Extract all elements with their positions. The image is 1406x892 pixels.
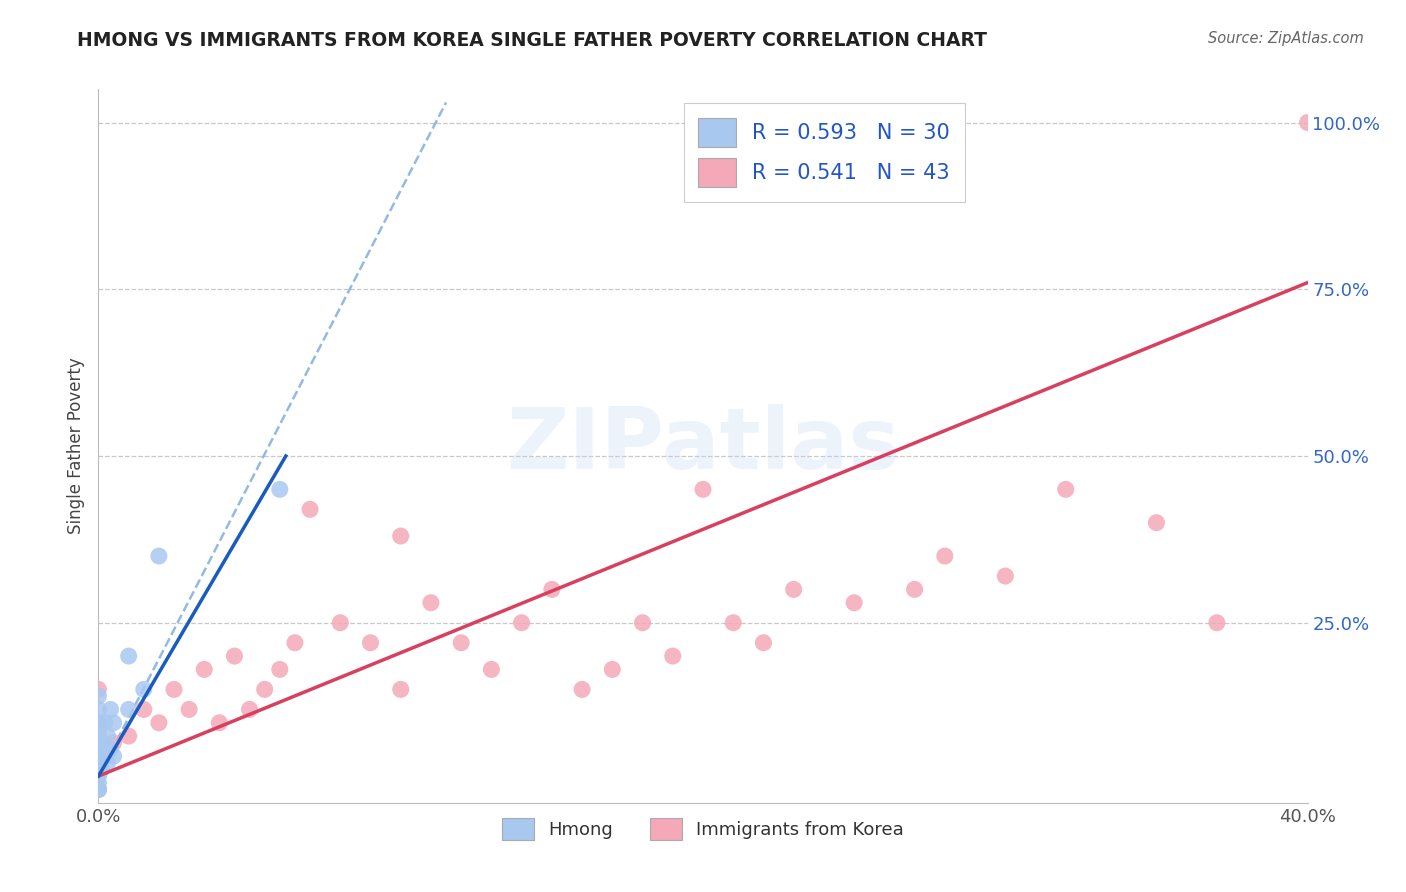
Point	[1144, 516, 1167, 530]
Point	[844, 596, 866, 610]
Point	[103, 715, 125, 730]
Point	[269, 662, 291, 676]
Point	[179, 702, 201, 716]
Point	[96, 756, 118, 770]
Point	[450, 636, 472, 650]
Point	[148, 549, 170, 563]
Text: Source: ZipAtlas.com: Source: ZipAtlas.com	[1208, 31, 1364, 46]
Text: HMONG VS IMMIGRANTS FROM KOREA SINGLE FATHER POVERTY CORRELATION CHART: HMONG VS IMMIGRANTS FROM KOREA SINGLE FA…	[77, 31, 987, 50]
Point	[87, 763, 110, 777]
Point	[360, 636, 382, 650]
Point	[87, 689, 110, 703]
Point	[103, 736, 125, 750]
Point	[783, 582, 806, 597]
Point	[87, 715, 110, 730]
Point	[87, 776, 110, 790]
Point	[87, 749, 110, 764]
Point	[87, 682, 110, 697]
Point	[100, 702, 122, 716]
Point	[661, 649, 683, 664]
Point	[93, 715, 115, 730]
Point	[904, 582, 927, 597]
Point	[540, 582, 562, 597]
Point	[1206, 615, 1229, 630]
Point	[602, 662, 624, 676]
Point	[87, 736, 110, 750]
Point	[510, 615, 533, 630]
Point	[93, 749, 115, 764]
Point	[87, 742, 110, 756]
Point	[752, 636, 775, 650]
Point	[934, 549, 956, 563]
Text: ZIPatlas: ZIPatlas	[506, 404, 900, 488]
Point	[87, 756, 110, 770]
Point	[481, 662, 503, 676]
Point	[87, 729, 110, 743]
Point	[692, 483, 714, 497]
Point	[1296, 115, 1319, 129]
Point	[723, 615, 745, 630]
Point	[87, 782, 110, 797]
Point	[1054, 483, 1077, 497]
Point	[100, 742, 122, 756]
Point	[87, 715, 110, 730]
Point	[87, 782, 110, 797]
Point	[132, 682, 155, 697]
Point	[118, 729, 141, 743]
Point	[269, 483, 291, 497]
Legend: Hmong, Immigrants from Korea: Hmong, Immigrants from Korea	[495, 811, 911, 847]
Point	[87, 702, 110, 716]
Point	[208, 715, 231, 730]
Point	[253, 682, 276, 697]
Point	[103, 749, 125, 764]
Point	[132, 702, 155, 716]
Y-axis label: Single Father Poverty: Single Father Poverty	[66, 358, 84, 534]
Point	[90, 763, 112, 777]
Point	[118, 649, 141, 664]
Point	[87, 749, 110, 764]
Point	[87, 769, 110, 783]
Point	[87, 782, 110, 797]
Point	[389, 682, 412, 697]
Point	[193, 662, 215, 676]
Point	[163, 682, 186, 697]
Point	[87, 723, 110, 737]
Point	[284, 636, 307, 650]
Point	[96, 729, 118, 743]
Point	[90, 736, 112, 750]
Point	[224, 649, 246, 664]
Point	[631, 615, 654, 630]
Point	[148, 715, 170, 730]
Point	[87, 782, 110, 797]
Point	[571, 682, 593, 697]
Point	[420, 596, 443, 610]
Point	[994, 569, 1017, 583]
Point	[118, 702, 141, 716]
Point	[299, 502, 322, 516]
Point	[389, 529, 412, 543]
Point	[239, 702, 262, 716]
Point	[329, 615, 352, 630]
